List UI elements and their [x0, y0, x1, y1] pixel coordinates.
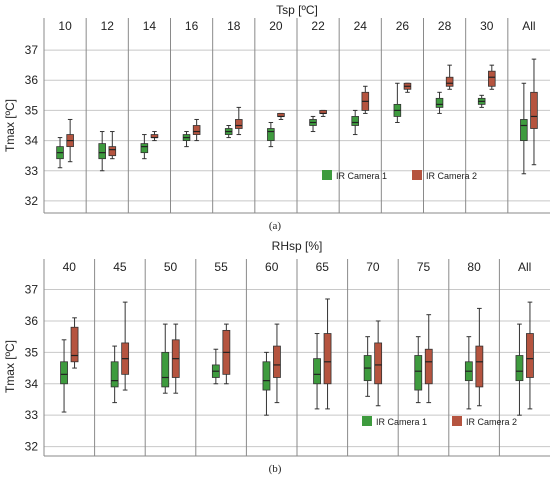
y-tick-label: 32	[25, 194, 39, 208]
legend-swatch	[412, 170, 422, 180]
category-label: 22	[311, 19, 325, 33]
category-label: 12	[101, 19, 115, 33]
y-axis-label: Tmax [ºC]	[3, 99, 17, 152]
box-camera2	[323, 333, 332, 385]
box-camera2	[235, 119, 243, 129]
box-camera1	[414, 355, 423, 391]
category-label: 45	[113, 260, 127, 274]
category-label: 70	[366, 260, 380, 274]
y-tick-label: 37	[25, 43, 39, 57]
category-label: 50	[164, 260, 178, 274]
category-label: 75	[417, 260, 431, 274]
box-camera2	[374, 342, 383, 385]
y-tick-label: 33	[25, 408, 39, 422]
box-camera1	[110, 361, 119, 388]
category-label: 30	[480, 19, 494, 33]
box-camera2	[445, 76, 454, 87]
box-camera2	[108, 146, 117, 157]
category-label: 28	[438, 19, 452, 33]
category-label: 18	[227, 19, 241, 33]
y-tick-label: 32	[25, 440, 39, 454]
box-camera2	[273, 345, 281, 378]
box-camera1	[60, 361, 68, 385]
box-camera2	[70, 326, 79, 363]
y-tick-label: 33	[25, 164, 39, 178]
box-camera2	[192, 125, 201, 135]
panel-label: (b)	[269, 463, 282, 475]
box-camera2	[475, 345, 484, 388]
category-label: 26	[396, 19, 410, 33]
box-camera2	[424, 348, 433, 385]
legend-swatch	[322, 170, 332, 180]
legend-label: IR Camera 1	[336, 171, 387, 181]
category-label: 16	[185, 19, 199, 33]
category-label: 65	[316, 260, 330, 274]
category-label: All	[522, 19, 535, 33]
category-label: 55	[214, 260, 228, 274]
category-label: All	[518, 260, 531, 274]
legend-label: IR Camera 2	[466, 417, 517, 427]
category-label: 40	[63, 260, 77, 274]
box-camera2	[526, 333, 534, 378]
category-label: 60	[265, 260, 279, 274]
y-tick-label: 34	[25, 377, 39, 391]
legend-swatch	[362, 416, 372, 426]
category-label: 20	[269, 19, 283, 33]
box-camera1	[435, 97, 444, 108]
box-camera1	[161, 351, 170, 388]
legend-label: IR Camera 1	[376, 417, 427, 427]
y-tick-label: 36	[25, 314, 39, 328]
box-camera1	[267, 128, 275, 141]
y-tick-label: 36	[25, 73, 39, 87]
category-label: 80	[467, 260, 481, 274]
legend-swatch	[452, 416, 462, 426]
panel-label: (a)	[269, 220, 282, 232]
panel-title: Tsp [ºC]	[276, 3, 318, 17]
legend-label: IR Camera 2	[426, 171, 477, 181]
category-label: 24	[354, 19, 368, 33]
box-camera1	[313, 358, 321, 385]
box-camera1	[262, 361, 271, 391]
y-tick-label: 37	[25, 283, 39, 297]
box-camera1	[98, 143, 106, 160]
category-label: 10	[58, 19, 72, 33]
box-camera2	[530, 91, 538, 129]
box-camera1	[515, 355, 524, 382]
box-camera2	[488, 70, 496, 87]
y-axis-label: Tmax [ºC]	[3, 340, 17, 393]
box-camera1	[520, 119, 528, 141]
y-tick-label: 35	[25, 345, 39, 359]
box-camera1	[140, 143, 149, 154]
y-tick-label: 34	[25, 134, 39, 148]
category-label: 14	[143, 19, 157, 33]
y-tick-label: 35	[25, 103, 39, 117]
box-camera1	[351, 116, 359, 126]
panel-title: RHsp [%]	[272, 239, 323, 253]
